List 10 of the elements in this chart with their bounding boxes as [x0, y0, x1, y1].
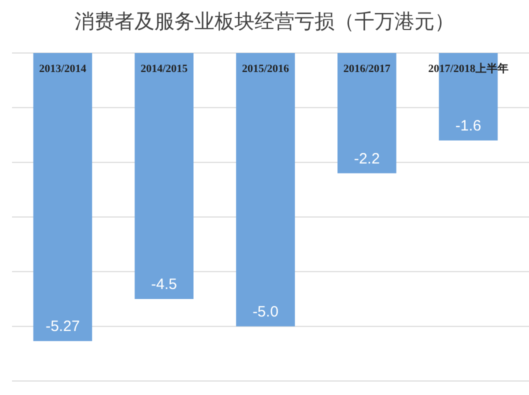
x-tick-label: 2016/2017 — [343, 63, 391, 75]
data-label: -5.0 — [252, 303, 278, 320]
chart-title: 消费者及服务业板块经营亏损（千万港元） — [74, 9, 454, 33]
data-label: -2.2 — [354, 150, 380, 168]
data-label: -5.27 — [46, 318, 80, 336]
data-label: -4.5 — [151, 276, 178, 293]
data-label: -1.6 — [455, 117, 482, 134]
x-tick-label: 2015/2016 — [242, 63, 290, 75]
x-tick-label: 2014/2015 — [140, 63, 188, 75]
x-tick-label: 2013/2014 — [39, 63, 87, 75]
